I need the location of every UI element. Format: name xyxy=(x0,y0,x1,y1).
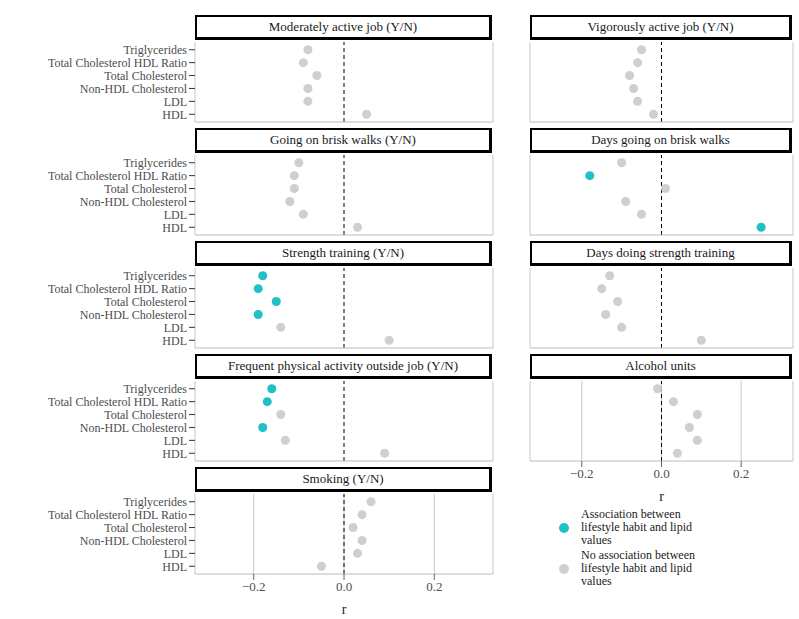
html-text:Days going on brisk walks: Days going on brisk walks xyxy=(591,132,730,147)
svg-text:Total Cholesterol: Total Cholesterol xyxy=(104,521,187,535)
svg-text:HDL: HDL xyxy=(162,221,187,235)
svg-text:LDL: LDL xyxy=(164,321,187,335)
html-text:Vigorously active job (Y/N): Vigorously active job (Y/N) xyxy=(587,19,734,34)
svg-text:Total Cholesterol HDL Ratio: Total Cholesterol HDL Ratio xyxy=(48,169,187,183)
svg-text:Triglycerides: Triglycerides xyxy=(123,269,187,283)
svg-text:Total Cholesterol HDL Ratio: Total Cholesterol HDL Ratio xyxy=(48,56,187,70)
svg-text:Triglycerides: Triglycerides xyxy=(123,495,187,509)
svg-text:Non-HDL Cholesterol: Non-HDL Cholesterol xyxy=(80,82,188,96)
svg-text:Triglycerides: Triglycerides xyxy=(123,156,187,170)
html-text:No association between lifesty: No association between lifestyle habit a… xyxy=(581,548,695,588)
svg-text:LDL: LDL xyxy=(164,95,187,109)
svg-text:Total Cholesterol: Total Cholesterol xyxy=(104,69,187,83)
svg-text:Non-HDL Cholesterol: Non-HDL Cholesterol xyxy=(80,308,188,322)
svg-text:Non-HDL Cholesterol: Non-HDL Cholesterol xyxy=(80,195,188,209)
html-text:Association between lifestyle: Association between lifestyle habit and … xyxy=(581,507,692,547)
svg-text:LDL: LDL xyxy=(164,547,187,561)
html-text:Days doing strength training: Days doing strength training xyxy=(586,245,735,260)
html-text:Moderately active job (Y/N): Moderately active job (Y/N) xyxy=(268,19,418,34)
svg-text:0.2: 0.2 xyxy=(426,579,442,594)
svg-text:−0.2: −0.2 xyxy=(570,466,594,481)
svg-text:Non-HDL Cholesterol: Non-HDL Cholesterol xyxy=(80,534,188,548)
svg-text:0.0: 0.0 xyxy=(336,579,352,594)
svg-text:HDL: HDL xyxy=(162,334,187,348)
svg-text:Total Cholesterol HDL Ratio: Total Cholesterol HDL Ratio xyxy=(48,395,187,409)
svg-text:Total Cholesterol: Total Cholesterol xyxy=(104,295,187,309)
svg-text:HDL: HDL xyxy=(162,447,187,461)
svg-text:LDL: LDL xyxy=(164,208,187,222)
svg-text:Total Cholesterol HDL Ratio: Total Cholesterol HDL Ratio xyxy=(48,282,187,296)
svg-text:0.0: 0.0 xyxy=(653,466,669,481)
svg-text:HDL: HDL xyxy=(162,560,187,574)
html-text:Strength training (Y/N): Strength training (Y/N) xyxy=(282,245,404,260)
html-text:Alcohol units: Alcohol units xyxy=(625,358,696,373)
svg-text:0.2: 0.2 xyxy=(733,466,749,481)
svg-text:HDL: HDL xyxy=(162,108,187,122)
svg-text:LDL: LDL xyxy=(164,434,187,448)
svg-text:Total Cholesterol: Total Cholesterol xyxy=(104,408,187,422)
svg-text:r: r xyxy=(659,489,664,501)
svg-text:Non-HDL Cholesterol: Non-HDL Cholesterol xyxy=(80,421,188,435)
svg-text:Triglycerides: Triglycerides xyxy=(123,43,187,57)
html-text:Going on brisk walks (Y/N): Going on brisk walks (Y/N) xyxy=(270,132,416,147)
svg-text:Triglycerides: Triglycerides xyxy=(123,382,187,396)
svg-text:Total Cholesterol HDL Ratio: Total Cholesterol HDL Ratio xyxy=(48,508,187,522)
html-text:Smoking (Y/N): Smoking (Y/N) xyxy=(302,471,384,486)
svg-text:−0.2: −0.2 xyxy=(242,579,266,594)
svg-text:r: r xyxy=(342,602,347,614)
svg-text:Total Cholesterol: Total Cholesterol xyxy=(104,182,187,196)
html-text:Frequent physical activity out: Frequent physical activity outside job (… xyxy=(228,358,458,373)
